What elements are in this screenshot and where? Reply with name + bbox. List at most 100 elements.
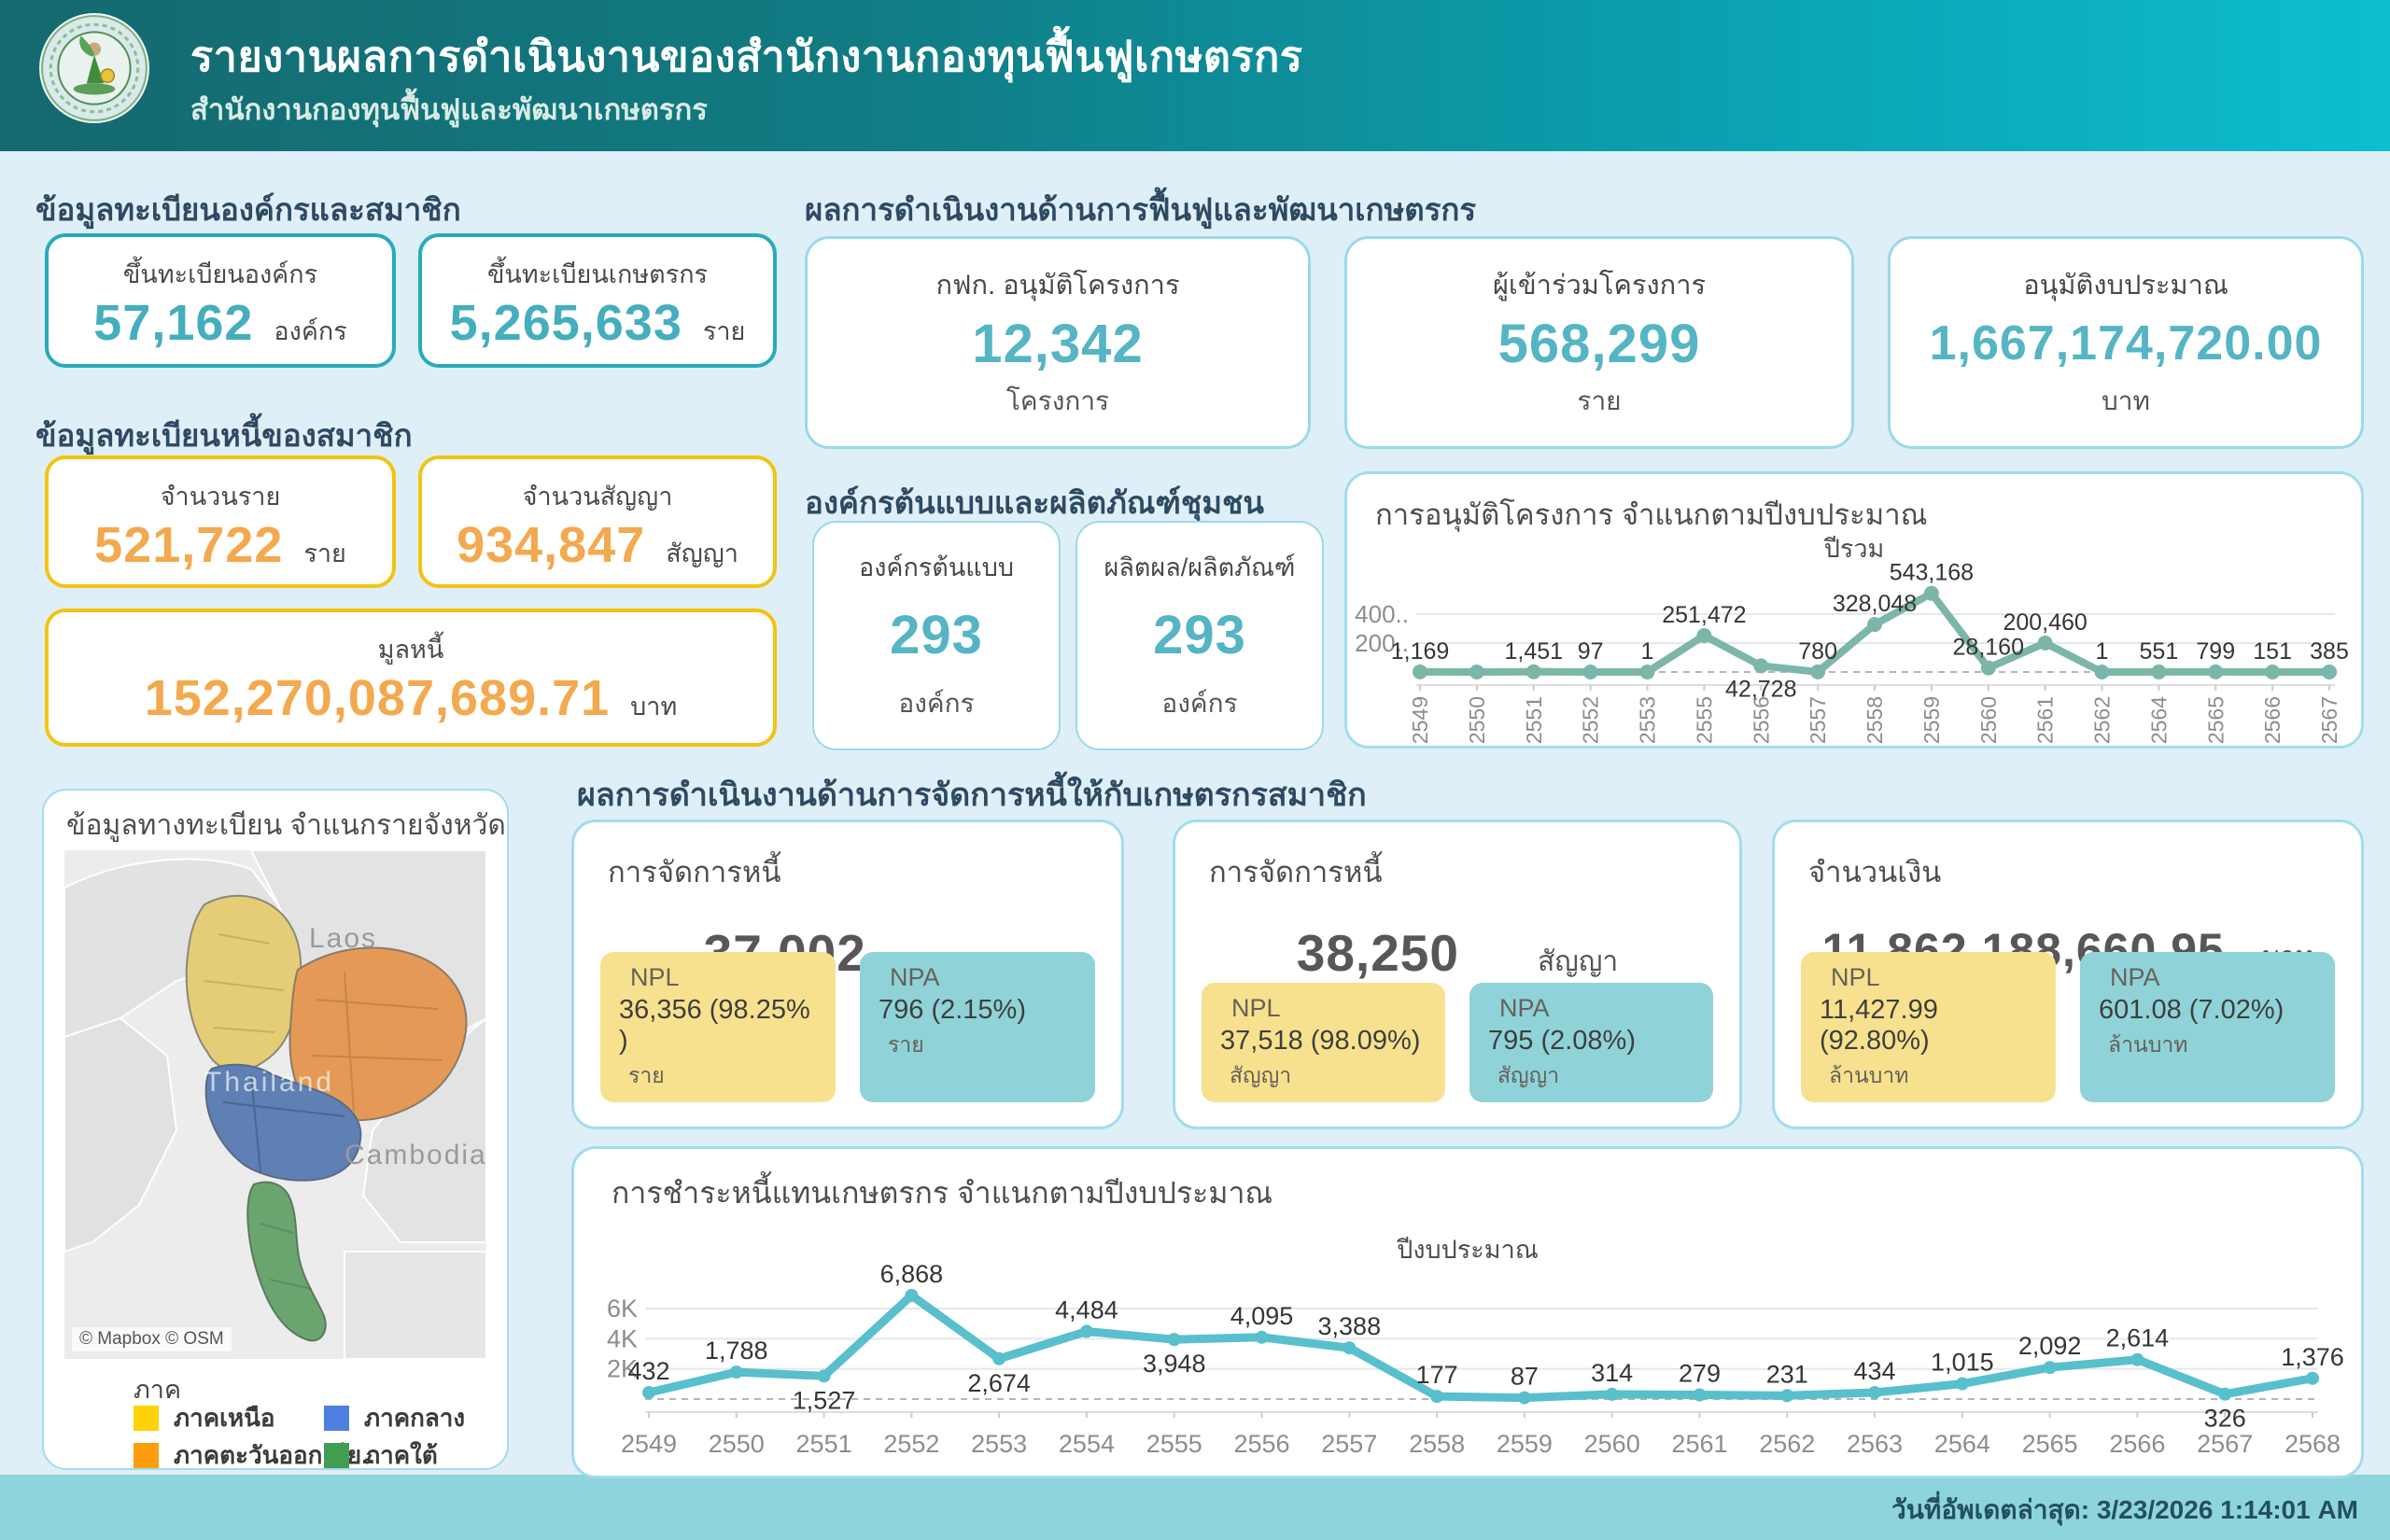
svg-text:200..: 200.. bbox=[1355, 629, 1409, 657]
card-label: ผลิตผล/ผลิตภัณฑ์ bbox=[1104, 553, 1296, 581]
card-value: 521,722 bbox=[94, 517, 284, 573]
legend-swatch-north bbox=[134, 1406, 159, 1431]
section-title-debt-registration: ข้อมูลทะเบียนหนี้ของสมาชิก bbox=[35, 418, 413, 453]
svg-text:2564: 2564 bbox=[1934, 1430, 1990, 1458]
svg-text:6K: 6K bbox=[607, 1295, 638, 1323]
card-value: 293 bbox=[1153, 605, 1246, 665]
project-approval-chart-panel[interactable]: การอนุมัติโครงการ จำแนกตามปีงบประมาณ ปีร… bbox=[1344, 471, 2364, 749]
card-total-debt: มูลหนี้ 152,270,087,689.71 บาท bbox=[45, 609, 777, 747]
svg-text:87: 87 bbox=[1511, 1363, 1539, 1391]
svg-text:2551: 2551 bbox=[796, 1430, 852, 1458]
svg-text:799: 799 bbox=[2196, 638, 2235, 665]
svg-text:251,472: 251,472 bbox=[1662, 602, 1746, 628]
svg-text:2554: 2554 bbox=[1059, 1430, 1115, 1458]
repayment-chart-panel[interactable]: การชำระหนี้แทนเกษตรกร จำแนกตามปีงบประมาณ… bbox=[571, 1146, 2364, 1478]
npl-chip: NPL 36,356 (98.25% ) ราย bbox=[600, 952, 836, 1102]
npl-title: NPL bbox=[1831, 963, 1880, 991]
npl-title: NPL bbox=[630, 963, 680, 991]
card-unit: ราย bbox=[303, 539, 346, 567]
svg-text:4K: 4K bbox=[607, 1324, 638, 1352]
card-unit: ราย bbox=[702, 317, 746, 345]
svg-text:434: 434 bbox=[1854, 1357, 1896, 1385]
card-approved-budget: อนุมัติงบประมาณ 1,667,174,720.00 บาท bbox=[1888, 236, 2364, 449]
npl-chip: NPL 37,518 (98.09%) สัญญา bbox=[1202, 983, 1445, 1102]
province-map-panel[interactable]: ข้อมูลทางทะเบียน จำแนกรายจังหวัด Laos Th… bbox=[42, 789, 509, 1470]
svg-text:2560: 2560 bbox=[1584, 1430, 1640, 1458]
chart-title: การชำระหนี้แทนเกษตรกร จำแนกตามปีงบประมาณ bbox=[612, 1176, 1273, 1210]
card-unit: สัญญา bbox=[1537, 946, 1619, 977]
svg-text:200,460: 200,460 bbox=[2003, 609, 2087, 636]
svg-text:1,376: 1,376 bbox=[2281, 1343, 2344, 1371]
card-label: การจัดการหนี้ bbox=[1209, 856, 1383, 889]
svg-text:151: 151 bbox=[2253, 638, 2292, 665]
npa-chip: NPA 796 (2.15%) ราย bbox=[860, 952, 1095, 1102]
card-value: 1,667,174,720.00 bbox=[1929, 316, 2323, 371]
debt-card-amount: จำนวนเงิน 11,862,188,660.95 บาท NPL 11,4… bbox=[1772, 819, 2364, 1129]
npl-unit: ล้านบาท bbox=[1829, 1063, 1909, 1087]
card-unit: โครงการ bbox=[1005, 386, 1110, 415]
card-value: 568,299 bbox=[1497, 313, 1701, 374]
map-label-laos: Laos bbox=[309, 923, 378, 954]
card-label: จำนวนสัญญา bbox=[522, 483, 673, 511]
card-unit: องค์กร bbox=[1161, 689, 1238, 718]
svg-text:3,388: 3,388 bbox=[1318, 1312, 1382, 1340]
card-value: 152,270,087,689.71 bbox=[144, 670, 611, 726]
section-title-registration: ข้อมูลทะเบียนองค์กรและสมาชิก bbox=[35, 192, 461, 227]
svg-text:2558: 2558 bbox=[1863, 696, 1887, 744]
svg-text:2558: 2558 bbox=[1409, 1430, 1465, 1458]
svg-text:2556: 2556 bbox=[1749, 696, 1773, 744]
card-value: 38,250 bbox=[1296, 924, 1459, 982]
card-label: มูลหนี้ bbox=[377, 636, 444, 664]
npa-title: NPA bbox=[890, 963, 940, 991]
npa-title: NPA bbox=[2110, 963, 2160, 991]
card-label: ขึ้นทะเบียนองค์กร bbox=[122, 260, 318, 288]
thailand-map[interactable]: Laos Thailand Cambodia © Mapbox © OSM bbox=[64, 850, 486, 1359]
svg-text:97: 97 bbox=[1578, 638, 1604, 665]
svg-text:2567: 2567 bbox=[2197, 1430, 2253, 1458]
fund-office-logo-icon bbox=[37, 11, 151, 125]
svg-text:231: 231 bbox=[1766, 1360, 1808, 1388]
npa-value: 601.08 (7.02%) bbox=[2099, 995, 2285, 1025]
svg-text:314: 314 bbox=[1591, 1359, 1633, 1387]
legend-item-south[interactable]: ภาคใต้ bbox=[324, 1436, 438, 1475]
page-title: รายงานผลการดำเนินงานของสำนักงานกองทุนฟื้… bbox=[190, 33, 1303, 80]
map-title: ข้อมูลทางทะเบียน จำแนกรายจังหวัด bbox=[66, 810, 506, 841]
svg-text:2565: 2565 bbox=[2203, 696, 2228, 744]
svg-text:2562: 2562 bbox=[2090, 696, 2115, 744]
svg-text:1,451: 1,451 bbox=[1504, 638, 1563, 665]
svg-text:543,168: 543,168 bbox=[1890, 560, 1974, 586]
svg-text:2559: 2559 bbox=[1919, 696, 1944, 744]
svg-text:2K: 2K bbox=[607, 1355, 638, 1383]
svg-text:2560: 2560 bbox=[1976, 696, 2001, 744]
project-approval-line-chart[interactable]: 200.. 400.. 1,169 1,451 97 1 251,472 42,728 780 3… bbox=[1355, 554, 2352, 749]
card-community-products: ผลิตผล/ผลิตภัณฑ์ 293 องค์กร bbox=[1076, 521, 1324, 750]
svg-text:551: 551 bbox=[2140, 638, 2179, 665]
card-unit: องค์กร bbox=[898, 689, 975, 718]
legend-label: ภาคเหนือ bbox=[174, 1404, 275, 1432]
npa-title: NPA bbox=[1499, 994, 1550, 1022]
svg-text:177: 177 bbox=[1416, 1361, 1458, 1389]
svg-text:2556: 2556 bbox=[1233, 1430, 1289, 1458]
card-value: 293 bbox=[890, 605, 983, 665]
svg-text:1,527: 1,527 bbox=[793, 1386, 856, 1414]
svg-text:2567: 2567 bbox=[2317, 696, 2341, 744]
card-label: จำนวนเงิน bbox=[1808, 856, 1942, 889]
card-unit: บาท bbox=[2102, 386, 2150, 415]
svg-text:2550: 2550 bbox=[709, 1430, 765, 1458]
svg-text:780: 780 bbox=[1798, 638, 1837, 665]
chart-title: การอนุมัติโครงการ จำแนกตามปีงบประมาณ bbox=[1375, 498, 1928, 531]
card-label: อนุมัติงบประมาณ bbox=[2023, 271, 2228, 301]
svg-text:2559: 2559 bbox=[1497, 1430, 1553, 1458]
card-value: 57,162 bbox=[93, 295, 254, 351]
svg-text:6,868: 6,868 bbox=[880, 1260, 944, 1288]
svg-text:4,484: 4,484 bbox=[1055, 1296, 1118, 1324]
map-attribution: © Mapbox © OSM bbox=[72, 1327, 232, 1351]
legend-item-central[interactable]: ภาคกลาง bbox=[324, 1399, 465, 1437]
svg-text:2553: 2553 bbox=[971, 1430, 1027, 1458]
map-legend-title: ภาค bbox=[134, 1376, 182, 1404]
repayment-line-chart[interactable]: 2K 4K 6K 432 1,788 1,527 6,868 2,674 4,484 3,948 4… bbox=[589, 1257, 2350, 1475]
legend-item-north[interactable]: ภาคเหนือ bbox=[134, 1399, 275, 1437]
svg-text:326: 326 bbox=[2204, 1405, 2246, 1433]
card-debt-contracts: จำนวนสัญญา 934,847 สัญญา bbox=[418, 455, 777, 588]
map-label-thailand: Thailand bbox=[204, 1067, 335, 1098]
